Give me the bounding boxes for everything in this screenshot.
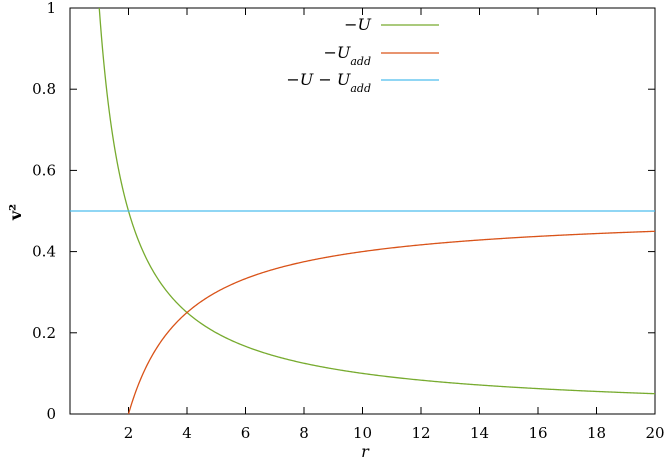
legend-label-blue: −U − Uadd: [286, 70, 371, 95]
x-axis-title: r: [361, 442, 370, 461]
x-tick-label: 10: [353, 424, 372, 442]
x-tick-label: 2: [124, 424, 134, 442]
series-line-green: [98, 7, 656, 395]
x-tick-label: 20: [645, 424, 664, 442]
axis-ticks: [70, 7, 656, 415]
series-layer: [70, 7, 656, 415]
series-line-orange: [127, 230, 656, 415]
x-tick-label: 6: [241, 424, 251, 442]
y-tick-label: 1: [46, 0, 56, 17]
y-tick-label: 0.8: [32, 80, 56, 98]
legend: −U −Uadd−U − Uadd: [286, 15, 439, 95]
legend-label-green: −U: [344, 15, 371, 34]
tick-labels: 2 4 6 8 10 12 14 16 18 20 0 0.2 0.4 0.6 0.8 1: [32, 0, 664, 442]
y-tick-label: 0.6: [32, 161, 56, 179]
legend-label-orange: −Uadd: [323, 43, 371, 68]
x-tick-label: 18: [587, 424, 606, 442]
x-tick-label: 4: [182, 424, 192, 442]
y-axis-title: v²: [6, 204, 25, 221]
y-tick-label: 0.2: [32, 324, 56, 342]
x-tick-label: 8: [299, 424, 309, 442]
x-tick-label: 16: [528, 424, 547, 442]
x-tick-label: 12: [411, 424, 430, 442]
y-tick-label: 0.4: [32, 243, 56, 261]
y-tick-label: 0: [46, 405, 56, 423]
x-tick-label: 14: [470, 424, 489, 442]
